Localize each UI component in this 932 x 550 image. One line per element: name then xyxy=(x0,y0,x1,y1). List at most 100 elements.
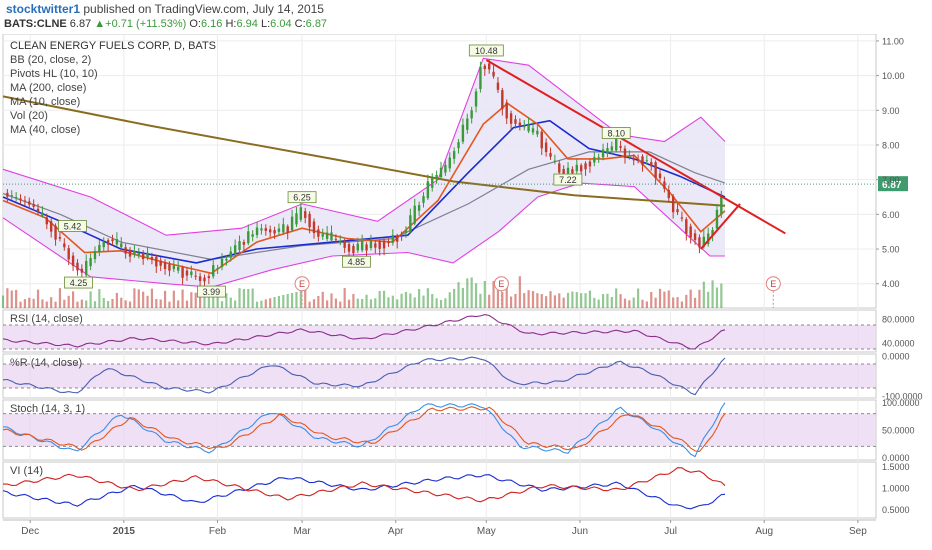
candle-body xyxy=(233,245,237,255)
volume-bar xyxy=(80,299,83,308)
candle-body xyxy=(457,142,460,149)
volume-bar xyxy=(422,295,425,308)
candle-body xyxy=(553,160,557,162)
candle-body xyxy=(194,275,197,277)
publish-line: stocktwitter1 published on TradingView.c… xyxy=(6,2,324,16)
price-tick-label: 10.00 xyxy=(882,71,905,81)
candle-body xyxy=(356,243,359,251)
author-link[interactable]: stocktwitter1 xyxy=(6,2,81,16)
volume-bar xyxy=(76,301,79,308)
candle-body xyxy=(247,231,250,244)
volume-bar xyxy=(203,294,206,308)
volume-bar xyxy=(71,291,75,308)
indicator-tick-label: 80.0000 xyxy=(882,315,915,325)
price-tick-label: 6.00 xyxy=(882,210,900,220)
candle-body xyxy=(632,158,635,161)
x-tick-label: Mar xyxy=(293,526,311,537)
volume-bar xyxy=(343,288,346,308)
candle-body xyxy=(571,169,574,174)
candle-body xyxy=(347,244,351,252)
candle-body xyxy=(155,256,158,267)
volume-bar xyxy=(606,293,609,308)
indicator-title: RSI (14, close) xyxy=(10,313,83,325)
volume-bar xyxy=(308,301,311,308)
volume-bar xyxy=(326,300,329,308)
volume-bar xyxy=(645,301,648,308)
volume-bar xyxy=(282,294,285,308)
candle-body xyxy=(163,262,167,270)
indicator-tick-label: 0.0000 xyxy=(882,453,910,463)
volume-bar xyxy=(453,288,456,308)
volume-bar xyxy=(54,301,57,308)
volume-bar xyxy=(89,291,92,308)
volume-bar xyxy=(216,293,219,308)
volume-bar xyxy=(185,300,189,308)
candle-body xyxy=(14,197,18,199)
x-tick-label: Sep xyxy=(849,526,867,537)
earnings-label: E xyxy=(770,279,776,289)
volume-bar xyxy=(693,297,697,308)
volume-bar xyxy=(168,301,171,308)
volume-bar xyxy=(396,299,399,308)
volume-bar xyxy=(361,298,364,308)
indicator-line-willr xyxy=(2,356,726,396)
candle-body xyxy=(325,232,329,239)
candle-body xyxy=(374,243,377,248)
candle-body xyxy=(212,265,215,277)
volume-bar xyxy=(273,297,276,308)
candle-body xyxy=(671,196,675,213)
volume-bar xyxy=(382,290,386,308)
volume-bar xyxy=(365,294,368,308)
volume-bar xyxy=(32,298,35,308)
last-price: 6.87 xyxy=(69,18,92,30)
candle-body xyxy=(203,277,206,282)
candle-body xyxy=(36,208,40,212)
x-tick-label: Dec xyxy=(21,526,39,537)
pivot-label: 3.99 xyxy=(203,287,221,297)
volume-bar xyxy=(562,297,565,308)
pivot-label: 4.85 xyxy=(348,257,366,267)
ma200-line xyxy=(2,95,726,207)
pivot-label-box xyxy=(58,220,87,232)
candle-body xyxy=(483,65,487,70)
candle-body xyxy=(413,205,416,224)
indicator-tick-label: 0.0000 xyxy=(882,352,910,362)
candle-body xyxy=(610,146,614,151)
candle-body xyxy=(711,229,714,236)
quote-line: BATS:CLNE 6.87 ▲+0.71 (+11.53%) O:6.16 H… xyxy=(4,18,327,30)
candle-body xyxy=(536,130,539,135)
volume-bar xyxy=(98,289,101,308)
volume-bar xyxy=(715,287,719,308)
volume-bar xyxy=(619,294,622,308)
candle-body xyxy=(111,239,114,242)
volume-bar xyxy=(85,300,88,308)
candle-body xyxy=(641,156,644,166)
volume-bar xyxy=(588,290,592,308)
indicator-line-vi xyxy=(2,474,726,510)
volume-bar xyxy=(155,299,158,308)
volume-bar xyxy=(448,292,451,308)
volume-bar xyxy=(150,288,154,308)
volume-bar xyxy=(680,301,684,308)
earnings-marker xyxy=(765,276,781,292)
volume-bar xyxy=(255,301,259,308)
chart-canvas[interactable]: 6.87 5.42 4.25 3.99 6.25 4.85 10.48 7.22 8.10 E E E… xyxy=(0,34,932,550)
volume-bar xyxy=(163,290,167,308)
candle-body xyxy=(6,192,9,197)
volume-bar xyxy=(312,299,316,308)
candle-body xyxy=(365,244,368,251)
candle-body xyxy=(190,271,193,276)
candle-body xyxy=(715,209,719,229)
candle-body xyxy=(58,237,62,239)
candle-body xyxy=(448,157,451,169)
candle-body xyxy=(67,248,70,260)
volume-bar xyxy=(238,288,241,308)
volume-bar xyxy=(146,295,149,308)
volume-bar xyxy=(702,281,705,308)
volume-bar xyxy=(667,290,670,308)
indicator-tick-label: -100.0000 xyxy=(882,392,923,402)
volume-bar xyxy=(413,297,416,308)
candle-body xyxy=(474,91,478,107)
volume-bar xyxy=(269,298,272,308)
candle-body xyxy=(54,225,57,240)
